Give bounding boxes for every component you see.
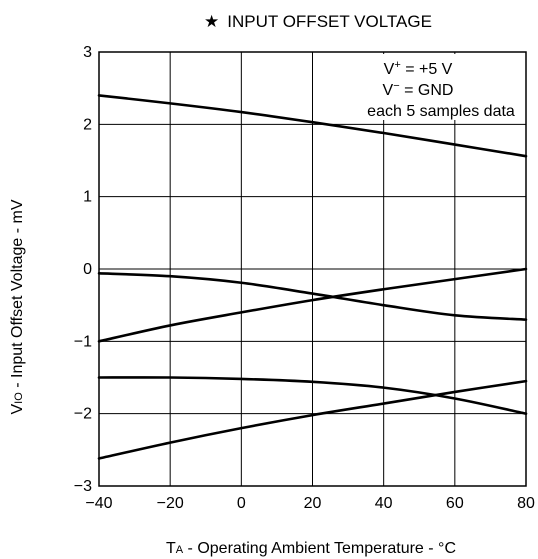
plot-frame — [98, 51, 527, 487]
series-line-3 — [97, 267, 528, 343]
star-icon: ★ — [204, 12, 219, 31]
x-tick-label: 60 — [446, 495, 464, 512]
annotation-block: V+ = +5 V V− = GND each 5 samples data — [367, 59, 515, 120]
y-tick-label: −2 — [74, 406, 92, 423]
x-axis-label: TA - Operating Ambient Temperature - °C — [166, 540, 456, 557]
y-tick-label: −3 — [74, 478, 92, 495]
annotation-line-1: V+ = +5 V — [384, 59, 453, 78]
legend-box — [355, 54, 525, 120]
x-tick-label: −40 — [85, 495, 112, 512]
y-tick-label: 2 — [83, 116, 92, 133]
chart-title: ★ INPUT OFFSET VOLTAGE — [204, 12, 432, 31]
series-line-2 — [97, 272, 528, 321]
y-tick-labels: 3 2 1 0 −1 −2 −3 — [74, 44, 92, 495]
x-tick-label: 20 — [304, 495, 322, 512]
x-tick-label: −20 — [157, 495, 184, 512]
y-axis-label: VIO - Input Offset Voltage - mV — [9, 199, 26, 414]
y-tick-label: 1 — [83, 189, 92, 206]
series-group — [97, 94, 528, 460]
y-tick-label: 3 — [83, 44, 92, 61]
x-tick-label: 0 — [237, 495, 246, 512]
x-tick-label: 40 — [375, 495, 393, 512]
annotation-line-2: V− = GND — [383, 80, 454, 99]
y-tick-label: −1 — [74, 333, 92, 350]
x-tick-label: 80 — [517, 495, 535, 512]
y-tick-label: 0 — [83, 261, 92, 278]
annotation-line-3: each 5 samples data — [367, 103, 515, 120]
series-line-5 — [97, 379, 528, 460]
series-line-4 — [97, 376, 528, 415]
series-line-1 — [97, 94, 528, 158]
x-tick-labels: −40 −20 0 20 40 60 80 — [85, 495, 535, 512]
